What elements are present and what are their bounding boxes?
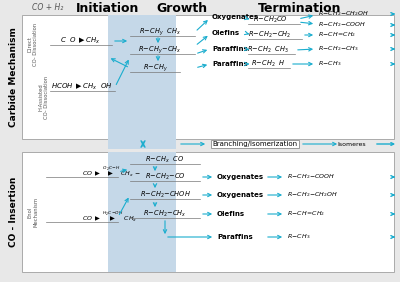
Text: $C\ \ O\ \blacktriangleright CH_x$: $C\ \ O\ \blacktriangleright CH_x$ <box>60 36 100 46</box>
Bar <box>108 139 176 149</box>
Text: Oxygenates: Oxygenates <box>212 14 259 20</box>
Text: $R\!-\!CH_2\!-\!COOH$: $R\!-\!CH_2\!-\!COOH$ <box>287 173 335 181</box>
Text: $R\!-\!CH_2\!-\!CH_2$: $R\!-\!CH_2\!-\!CH_2$ <box>248 30 292 40</box>
Text: Olefins: Olefins <box>212 30 240 36</box>
Text: $R\!-\!CH_2\!-\!CH_2OH$: $R\!-\!CH_2\!-\!CH_2OH$ <box>287 191 338 199</box>
Text: $R\!-\! CH\!=\!CH_2$: $R\!-\! CH\!=\!CH_2$ <box>318 30 356 39</box>
Text: $R\!-\!CH_2\!-\!CH_2OH$: $R\!-\!CH_2\!-\!CH_2OH$ <box>318 10 369 18</box>
Text: Oxygenates: Oxygenates <box>217 174 264 180</box>
Bar <box>22 152 394 272</box>
Text: Direct
CO- Dissociation: Direct CO- Dissociation <box>28 23 38 65</box>
Text: Carbide Mechanism: Carbide Mechanism <box>10 27 18 127</box>
Text: $R\!-\!CH_2\ \ H$: $R\!-\!CH_2\ \ H$ <box>251 59 285 69</box>
Text: $R\!-\!CH_2CO$: $R\!-\!CH_2CO$ <box>252 15 288 25</box>
Text: Paraffins: Paraffins <box>217 234 253 240</box>
Text: Paraffins: Paraffins <box>212 61 248 67</box>
Text: $R\!-\!CH_x\ \ CO$: $R\!-\!CH_x\ \ CO$ <box>146 155 184 165</box>
Text: $R\!-\!CH_2\!-\!COOH$: $R\!-\!CH_2\!-\!COOH$ <box>318 21 366 29</box>
Bar <box>22 15 394 139</box>
Text: $R\!-\! CH\!=\!CH_2$: $R\!-\! CH\!=\!CH_2$ <box>287 210 325 219</box>
Text: Oxygenates: Oxygenates <box>217 192 264 198</box>
Text: Olefins: Olefins <box>217 211 245 217</box>
Text: H-Assisted
CO- Dissociation: H-Assisted CO- Dissociation <box>38 76 50 118</box>
Text: $R\!-\!CH_y\!-\!CH_x$: $R\!-\!CH_y\!-\!CH_x$ <box>138 44 182 56</box>
Text: $R\!-\!CH_y\ \ CH_x$: $R\!-\!CH_y\ \ CH_x$ <box>139 26 181 38</box>
Text: Isomeres: Isomeres <box>338 142 366 147</box>
Text: CO - Insertion: CO - Insertion <box>10 177 18 247</box>
Text: $R\!-\!CH_2\!-\!CHOH$: $R\!-\!CH_2\!-\!CHOH$ <box>140 190 190 200</box>
Text: $R\!-\!CH_3$: $R\!-\!CH_3$ <box>318 60 342 69</box>
Text: Paraffins: Paraffins <box>212 46 248 52</box>
Text: Branching/Isomerization: Branching/Isomerization <box>212 141 298 147</box>
Text: $HCOH\ \blacktriangleright CH_x\ \ OH$: $HCOH\ \blacktriangleright CH_x\ \ OH$ <box>51 82 113 92</box>
Text: $CO\ \blacktriangleright\ \overset{H_2C\!-\!OH}{\blacktriangleright}\ CH_x$: $CO\ \blacktriangleright\ \overset{H_2C\… <box>82 210 137 224</box>
Text: Enol
Mechanism: Enol Mechanism <box>28 197 38 227</box>
Text: Growth: Growth <box>156 1 208 14</box>
Bar <box>108 152 176 272</box>
Text: $R\!-\!CH_y$: $R\!-\!CH_y$ <box>142 62 168 74</box>
Text: $R\!-\!CH_2\!-\!CO$: $R\!-\!CH_2\!-\!CO$ <box>144 172 186 182</box>
Text: $R\!-\!CH_3$: $R\!-\!CH_3$ <box>287 233 310 241</box>
Text: Termination: Termination <box>258 1 342 14</box>
Text: $R\!-\!CH_2\ \ CH_3$: $R\!-\!CH_2\ \ CH_3$ <box>247 45 289 55</box>
Text: $CO\ \blacktriangleright\ \overset{O_2C\!-\!H}{\blacktriangleright}\ CH_x\ \!-$: $CO\ \blacktriangleright\ \overset{O_2C\… <box>82 165 141 179</box>
Text: $R\!-\!CH_2\!-\!CH_3$: $R\!-\!CH_2\!-\!CH_3$ <box>318 45 359 54</box>
Text: Initiation: Initiation <box>76 1 140 14</box>
Bar <box>108 15 176 139</box>
Text: CO + H₂: CO + H₂ <box>32 3 63 12</box>
Text: $R\!-\!CH_2\!-\!CH_x$: $R\!-\!CH_2\!-\!CH_x$ <box>143 209 187 219</box>
